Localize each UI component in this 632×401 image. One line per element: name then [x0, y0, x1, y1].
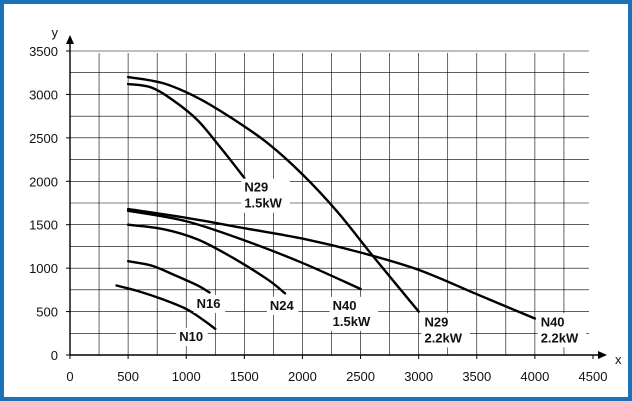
y-tick-label: 0	[51, 348, 58, 363]
curve-n29-1-5kw	[126, 82, 246, 180]
label-n40-1-5kw-line1: N40	[333, 298, 357, 313]
curve-n16	[126, 259, 211, 294]
label-n40-2-2kw-line2: 2.2kW	[541, 330, 579, 345]
label-n29-2-2kw-line1: N29	[424, 314, 448, 329]
curve-n40-2-2kw	[126, 207, 537, 320]
x-tick-label: 0	[66, 369, 73, 384]
label-bg-n29-1-5kw	[241, 178, 290, 213]
performance-chart: 0 500 1000 1500 2000 2500 3000 3500 4000 4500 0 500…	[29, 25, 622, 384]
label-bg-n40-1-5kw	[329, 296, 379, 331]
curve-n24	[126, 223, 287, 295]
label-n29-2-2kw-line2: 2.2kW	[424, 330, 462, 345]
curve-n29-2-2kw	[126, 75, 420, 313]
x-tick-label: 1000	[172, 369, 201, 384]
x-tick-label: 500	[117, 369, 139, 384]
label-bg-n29-2-2kw	[421, 313, 470, 348]
curve-labels-layer: N291.5kWN292.2kWN402.2kWN401.5kWN24N16N1…	[176, 178, 587, 348]
label-bg-n24	[266, 296, 299, 315]
y-tick-label: 3500	[29, 44, 58, 59]
x-tick-label: 4000	[520, 369, 549, 384]
label-bg-n40-2-2kw	[537, 313, 587, 348]
x-tick-label: 3500	[462, 369, 491, 384]
grid-layer	[70, 50, 589, 355]
x-tick-label: 2500	[346, 369, 375, 384]
x-axis-arrow	[598, 351, 607, 359]
label-n40-1-5kw-line2: 1.5kW	[333, 314, 371, 329]
x-tick-label: 4500	[579, 369, 608, 384]
label-n10-line1: N10	[179, 329, 203, 344]
label-n29-1-5kw-line2: 1.5kW	[244, 196, 282, 211]
x-axis-label: x	[615, 352, 622, 367]
x-tick-label: 1500	[230, 369, 259, 384]
x-tick-label: 3000	[404, 369, 433, 384]
y-tick-label: 2500	[29, 131, 58, 146]
label-bg-n10	[176, 328, 208, 347]
label-n29-1-5kw-line1: N29	[244, 180, 268, 195]
y-tick-label: 1000	[29, 261, 58, 276]
curve-n10	[115, 284, 217, 331]
y-axis-label: y	[52, 25, 59, 40]
x-tick-label: 2000	[288, 369, 317, 384]
axes-layer: 0 500 1000 1500 2000 2500 3000 3500 4000 4500 0 500…	[29, 25, 622, 384]
y-tick-label: 1500	[29, 218, 58, 233]
y-tick-label: 2000	[29, 174, 58, 189]
label-n40-2-2kw-line1: N40	[541, 314, 565, 329]
y-axis-arrow	[66, 35, 74, 44]
y-tick-label: 500	[36, 305, 58, 320]
label-n16-line1: N16	[197, 296, 221, 311]
curves-layer	[115, 75, 537, 331]
label-n24-line1: N24	[270, 298, 295, 313]
y-tick-label: 3000	[29, 87, 58, 102]
curve-n40-1-5kw	[126, 209, 362, 291]
label-bg-n16	[193, 295, 226, 314]
